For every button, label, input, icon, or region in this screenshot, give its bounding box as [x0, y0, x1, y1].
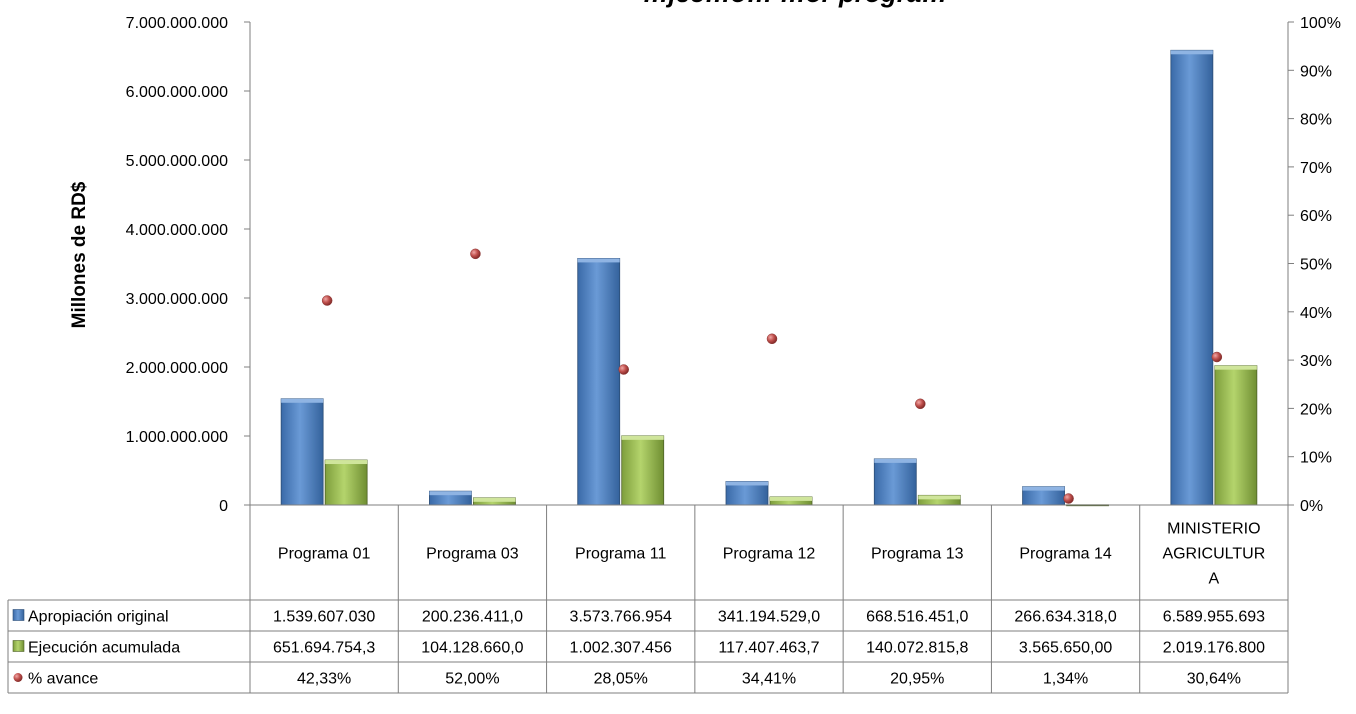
bar-top-highlight	[621, 435, 664, 440]
data-table-cell: 1.002.307.456	[570, 640, 672, 657]
bar-top-highlight	[918, 495, 961, 500]
y-tick-label: 7.000.000.000	[126, 15, 228, 32]
legend-key-swatch	[12, 640, 25, 652]
point-avance	[915, 398, 926, 410]
data-table-cell: 3.565.650,00	[1019, 640, 1113, 657]
point-avance	[321, 295, 333, 306]
bar-top-highlight	[473, 497, 516, 502]
y-tick-label: 0	[219, 498, 228, 515]
y-tick-label: 1.000.000.000	[126, 429, 228, 446]
data-table-cell: 42,33%	[297, 671, 351, 688]
y2-tick-label: 10%	[1300, 450, 1332, 467]
data-table-cell: 3.573.766.954	[570, 609, 672, 626]
point-avance	[470, 248, 481, 260]
data-table-cell: 6.589.955.693	[1163, 609, 1265, 626]
y2-tick-label: 70%	[1300, 160, 1332, 177]
y-tick-label: 2.000.000.000	[126, 360, 228, 377]
data-table-cell: 104.128.660,0	[421, 640, 523, 657]
point-avance	[1063, 493, 1074, 504]
bar-top-highlight	[281, 398, 324, 403]
legend-key-marker	[13, 673, 23, 682]
bar-top-highlight	[726, 481, 768, 486]
x-category-label: Programa 03	[426, 546, 519, 563]
legend-entry: Apropiación original	[28, 609, 169, 626]
bar-apropiacion-original	[873, 458, 917, 506]
y2-tick-label: 80%	[1300, 112, 1332, 129]
chart-title: …jec…ó… …or progra…	[643, 0, 948, 8]
data-table-cell: 2.019.176.800	[1163, 640, 1265, 657]
bar-ejecucion-acumulada	[324, 459, 368, 506]
data-table-cell: 651.694.754,3	[273, 640, 375, 657]
y2-tick-label: 0%	[1300, 498, 1323, 515]
point-avance	[766, 333, 778, 345]
data-table-cell: 30,64%	[1187, 671, 1241, 688]
x-category-label: Programa 13	[871, 546, 964, 563]
point-avance	[618, 364, 629, 375]
y-tick-label: 4.000.000.000	[126, 222, 228, 239]
data-table-cell: 266.634.318,0	[1014, 609, 1116, 626]
x-category-label: MINISTERIO	[1167, 521, 1260, 538]
data-table-cell: 1,34%	[1043, 671, 1088, 688]
data-table-cell: 341.194.529,0	[718, 609, 820, 626]
bar-apropiacion-original	[577, 258, 621, 506]
data-table-cell: 117.407.463,7	[718, 640, 819, 657]
y2-tick-label: 50%	[1300, 257, 1332, 274]
bar-apropiacion-original	[280, 398, 324, 506]
data-table-cell: 1.539.607.030	[273, 609, 375, 626]
bar-top-highlight	[1170, 50, 1213, 55]
x-category-label: Programa 14	[1019, 546, 1112, 563]
x-category-label: AGRICULTUR	[1162, 546, 1265, 563]
bar-top-highlight	[1022, 486, 1065, 491]
y2-tick-label: 60%	[1300, 208, 1332, 225]
bar-ejecucion-acumulada	[621, 435, 665, 506]
legend-entry: % avance	[28, 671, 98, 688]
y2-tick-label: 40%	[1300, 305, 1332, 322]
legend-key-swatch	[12, 609, 25, 621]
bar-ejecucion-acumulada	[1214, 365, 1258, 506]
data-table-cell: 20,95%	[890, 671, 944, 688]
y-axis-title: Millones de RD$	[69, 181, 90, 328]
y2-tick-label: 90%	[1300, 63, 1332, 80]
y2-tick-label: 20%	[1300, 401, 1332, 418]
bar-apropiacion-original	[1170, 49, 1214, 506]
x-category-label: A	[1209, 571, 1220, 588]
y-tick-label: 5.000.000.000	[126, 153, 228, 170]
bar-top-highlight	[874, 458, 917, 463]
point-avance	[1211, 351, 1223, 363]
bar-top-highlight	[770, 496, 812, 501]
y-tick-label: 6.000.000.000	[126, 84, 228, 101]
bar-top-highlight	[429, 491, 472, 496]
x-category-label: Programa 12	[723, 546, 816, 563]
x-category-label: Programa 11	[575, 546, 666, 563]
y2-tick-label: 30%	[1300, 353, 1332, 370]
x-category-label: Programa 01	[278, 546, 371, 563]
y-tick-label: 3.000.000.000	[126, 291, 228, 308]
y2-tick-label: 100%	[1300, 15, 1341, 32]
legend-entry: Ejecución acumulada	[28, 640, 180, 657]
data-table-cell: 52,00%	[445, 671, 499, 688]
data-table-cell: 140.072.815,8	[866, 640, 968, 657]
bar-top-highlight	[577, 258, 620, 263]
data-table-cell: 28,05%	[594, 671, 648, 688]
data-table-cell: 668.516.451,0	[866, 609, 968, 626]
data-table-cell: 34,41%	[742, 671, 796, 688]
data-table-cell: 200.236.411,0	[422, 609, 523, 626]
bar-top-highlight	[1214, 365, 1257, 370]
bar-top-highlight	[325, 460, 368, 465]
